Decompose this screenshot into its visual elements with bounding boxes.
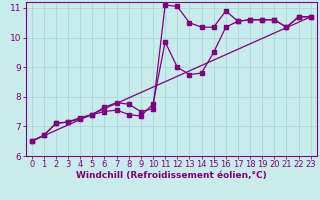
X-axis label: Windchill (Refroidissement éolien,°C): Windchill (Refroidissement éolien,°C) [76,171,267,180]
